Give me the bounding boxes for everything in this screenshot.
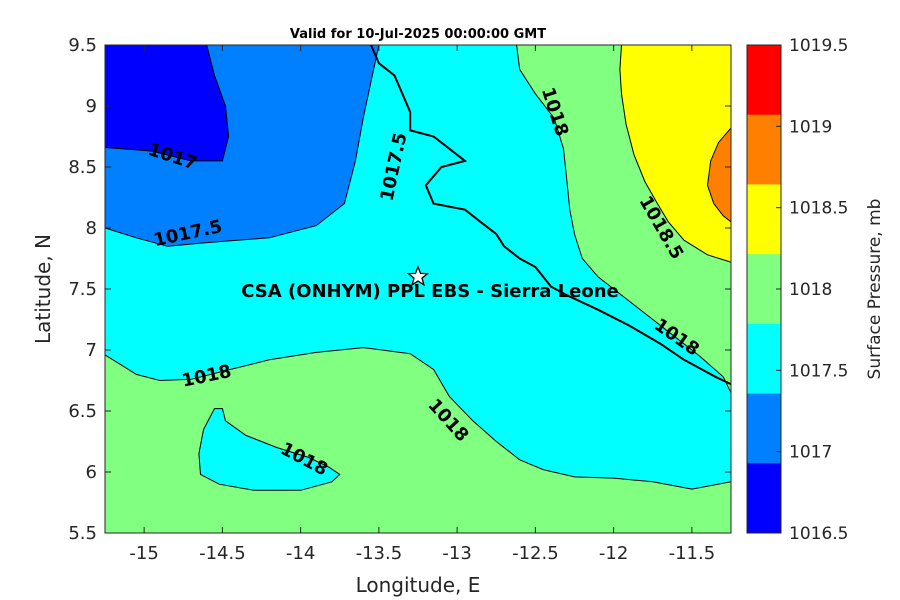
y-tick-label: 8 bbox=[86, 218, 97, 239]
x-tick-label: -13.5 bbox=[356, 543, 403, 564]
y-tick-label: 6 bbox=[86, 462, 97, 483]
pressure-region-1016.5-1017 bbox=[105, 45, 230, 162]
coastline-path bbox=[370, 45, 731, 386]
pressure-region-1017.5-1018 bbox=[198, 408, 341, 491]
x-axis-ticks: -15 -14.5 -14 -13.5 -13 -12.5 -12 -11.5 bbox=[129, 45, 715, 564]
colorbar-swatch bbox=[747, 184, 781, 255]
x-tick-label: -15 bbox=[129, 543, 158, 564]
y-tick-label: 7 bbox=[86, 340, 97, 361]
pressure-region-1019-1019.5 bbox=[706, 127, 731, 223]
map-title: Valid for 10-Jul-2025 00:00:00 GMT bbox=[290, 27, 546, 42]
map-plot-area bbox=[105, 45, 731, 533]
colorbar-tick-label: 1018 bbox=[789, 280, 832, 300]
x-tick-label: -14 bbox=[286, 543, 315, 564]
colorbar-tick-label: 1017.5 bbox=[789, 361, 848, 381]
site-star-icon bbox=[406, 264, 430, 287]
pressure-region-1018.5-1019 bbox=[619, 45, 731, 263]
colorbar-tick-label: 1019 bbox=[789, 117, 832, 137]
site-group: CSA (ONHYM) PPL EBS - Sierra Leone bbox=[241, 264, 619, 302]
y-tick-label: 9 bbox=[86, 96, 97, 117]
colorbar-swatch bbox=[747, 463, 781, 534]
colorbar-swatch bbox=[747, 114, 781, 185]
colorbar-swatch bbox=[747, 393, 781, 464]
colorbar-tick-label: 1016.5 bbox=[789, 524, 848, 544]
colorbar-label: Surface Pressure, mb bbox=[865, 199, 885, 380]
y-tick-label: 5.5 bbox=[68, 523, 97, 544]
colorbar: 1019.5 1019 1018.5 1018 1017.5 1017 1016.5 bbox=[746, 36, 848, 544]
x-axis-label: Longitude, E bbox=[356, 573, 481, 597]
site-label: CSA (ONHYM) PPL EBS - Sierra Leone bbox=[241, 281, 618, 302]
coastline bbox=[370, 45, 731, 386]
colorbar-tick-label: 1017 bbox=[789, 443, 832, 463]
colorbar-swatch bbox=[747, 254, 781, 325]
x-tick-label: -12.5 bbox=[512, 543, 559, 564]
x-tick-label: -14.5 bbox=[199, 543, 246, 564]
colorbar-tick-label: 1019.5 bbox=[789, 36, 848, 56]
y-tick-label: 8.5 bbox=[68, 157, 97, 178]
x-tick-label: -13 bbox=[442, 543, 471, 564]
y-tick-label: 6.5 bbox=[68, 401, 97, 422]
colorbar-swatch bbox=[747, 45, 781, 116]
x-tick-label: -11.5 bbox=[669, 543, 716, 564]
y-tick-label: 9.5 bbox=[68, 35, 97, 56]
colorbar-swatch bbox=[747, 323, 781, 395]
pressure-regions bbox=[105, 45, 731, 533]
y-axis-ticks: 9.5 9 8.5 8 7.5 7 6.5 6 5.5 bbox=[68, 35, 731, 544]
y-axis-label: Latitude, N bbox=[31, 234, 55, 344]
x-tick-label: -12 bbox=[599, 543, 628, 564]
colorbar-tick-label: 1018.5 bbox=[789, 199, 848, 219]
y-tick-label: 7.5 bbox=[68, 279, 97, 300]
